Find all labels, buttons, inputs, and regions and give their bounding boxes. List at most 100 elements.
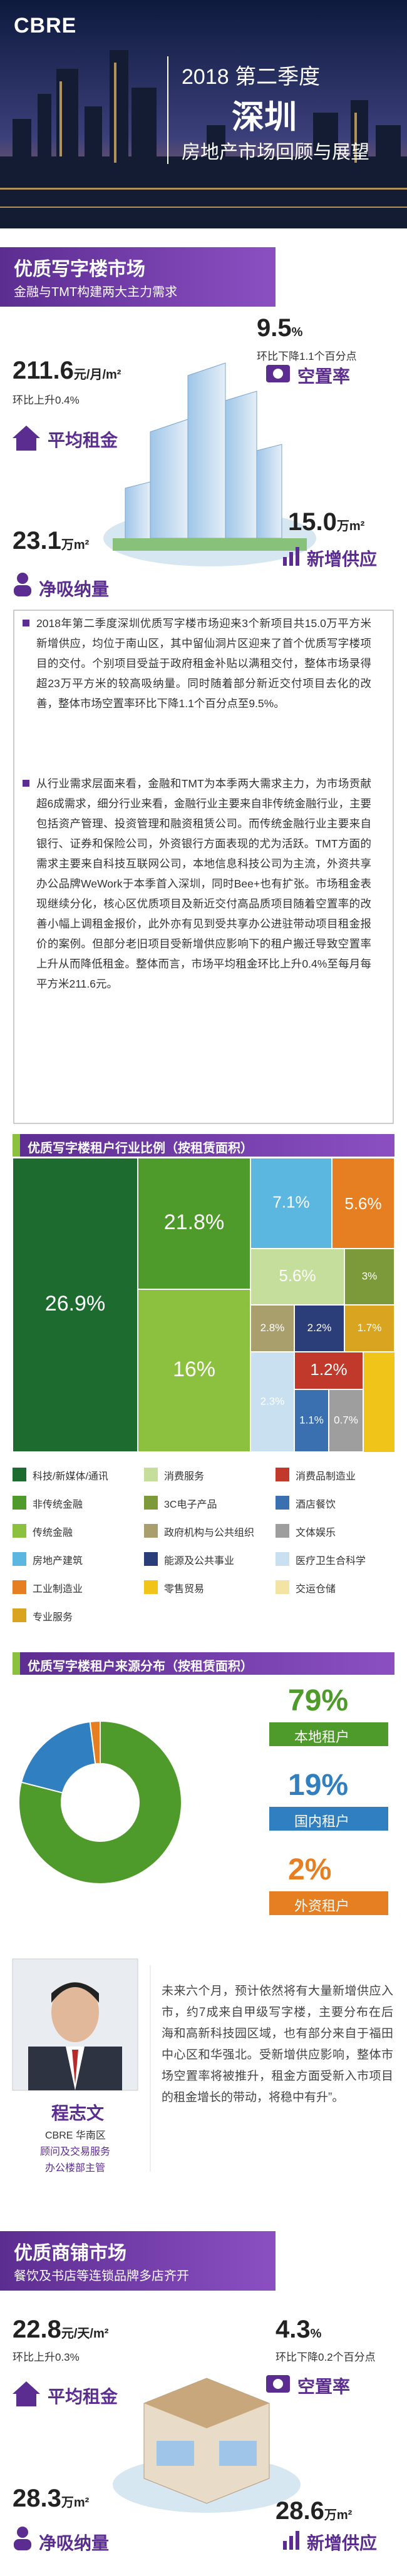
section-title: 优质写字楼市场 [14, 259, 145, 280]
legend-swatch [276, 1552, 289, 1566]
kpi-label: 净吸纳量 [39, 580, 110, 599]
treemap-cell [12, 1157, 138, 1453]
person-role: 顾问及交易服务 [40, 2147, 111, 2157]
legend-label: 交运仓储 [296, 1584, 336, 1595]
legend-label: 医疗卫生合科学 [296, 1556, 366, 1567]
legend-swatch [144, 1524, 158, 1538]
kpi-unit: % [310, 2327, 322, 2341]
kpi-unit: 万m² [61, 538, 90, 552]
legend-swatch [276, 1496, 289, 1510]
source-label: 外资租户 [294, 1898, 350, 1914]
legend-swatch [13, 1496, 26, 1510]
kpi-value: 28.6 [276, 2497, 324, 2525]
treemap-cell [344, 1304, 395, 1352]
kpi: 211.6元/月/m² [13, 357, 121, 385]
section-bar [0, 2231, 276, 2291]
title-accent [13, 1652, 20, 1675]
treemap-cell [344, 1248, 395, 1306]
source-label: 国内租户 [294, 1814, 350, 1829]
kpi: 28.3万m² [13, 2485, 89, 2513]
kpi-label: 空置率 [297, 367, 351, 386]
kpi: 15.0万m² [288, 508, 364, 536]
legend-swatch [144, 1496, 158, 1510]
legend-swatch [276, 1580, 289, 1594]
chart-title-bar [13, 1652, 394, 1675]
person-name: 程志文 [51, 2103, 105, 2123]
kpi-unit: 元/月/m² [73, 368, 121, 382]
legend-label: 工业制造业 [33, 1584, 83, 1595]
treemap-cell [137, 1289, 251, 1453]
kpi-unit: 万m² [324, 2508, 353, 2522]
kpi: 4.3% [276, 2316, 321, 2344]
legend-label: 非传统金融 [33, 1500, 83, 1510]
treemap-label: 2.3% [260, 1395, 285, 1407]
legend-swatch [13, 1552, 26, 1566]
legend-swatch [276, 1524, 289, 1538]
kpi-value: 4.3 [276, 2316, 311, 2343]
paragraph: 2018年第二季度深圳优质写字楼市场迎来3个新项目共15.0万平方米新增供应，均… [36, 617, 371, 710]
legend-swatch [13, 1468, 26, 1481]
legend-swatch [13, 1608, 26, 1622]
treemap-label: 1.1% [299, 1414, 324, 1426]
person-org: CBRE 华南区 [45, 2130, 106, 2141]
treemap-filler [363, 1352, 394, 1452]
period: 2018 第二季度 [182, 65, 321, 89]
kpi-value: 211.6 [13, 357, 74, 384]
legend-label: 科技/新媒体/通讯 [33, 1471, 108, 1482]
title-accent [13, 1134, 20, 1157]
chart-title-bar [13, 1134, 394, 1157]
kpi-unit: 万m² [336, 519, 365, 533]
chart-title: 优质写字楼租户行业比例（按租赁面积） [28, 1142, 253, 1155]
legend-label: 消费服务 [164, 1471, 205, 1482]
legend-swatch [13, 1524, 26, 1538]
legend-label: 3C电子产品 [164, 1500, 217, 1510]
legend-swatch [144, 1552, 158, 1566]
treemap-label: 1.7% [358, 1322, 382, 1334]
kpi-value: 22.8 [13, 2316, 61, 2343]
kpi-label: 空置率 [297, 2377, 351, 2396]
treemap-label: 3% [362, 1270, 378, 1282]
kpi: 9.5% [257, 314, 302, 342]
kpi-label: 平均租金 [48, 431, 118, 450]
legend-label: 酒店餐饮 [296, 1500, 336, 1510]
legend-label: 传统金融 [33, 1528, 73, 1538]
donut-slice [18, 1720, 182, 1884]
kpi-value: 15.0 [288, 508, 337, 536]
treemap-label: 21.8% [164, 1210, 224, 1234]
section-subtitle: 金融与TMT构建两大主力需求 [14, 285, 178, 299]
retail-illustration [113, 2378, 301, 2513]
kpi: 22.8元/天/m² [13, 2316, 108, 2344]
kpi-change: 环比下降0.2个百分点 [276, 2351, 376, 2363]
quote-text: 未来六个月，预计依然将有大量新增供应入市，约7成来自甲级写字楼，主要分布在后海和… [162, 1985, 393, 2104]
source-label-box [269, 1807, 388, 1831]
treemap-label: 26.9% [45, 1292, 105, 1316]
portrait [12, 1958, 138, 2091]
kpi-unit: 元/天/m² [61, 2327, 109, 2341]
city: 深圳 [232, 100, 297, 136]
source-label: 本地租户 [294, 1729, 350, 1745]
kpi: 28.6万m² [276, 2497, 352, 2525]
treemap-cell [294, 1351, 364, 1390]
section-subtitle: 餐饮及书店等连锁品牌多店齐开 [14, 2269, 189, 2283]
kpi-change: 环比上升0.3% [13, 2351, 80, 2363]
bullet [23, 780, 29, 787]
kpi: 23.1万m² [13, 527, 89, 555]
legend-label: 零售贸易 [164, 1584, 205, 1595]
section-title: 优质商铺市场 [14, 2243, 126, 2264]
chart-title: 优质写字楼租户来源分布（按租赁面积） [28, 1660, 253, 1674]
legend-label: 政府机构与公共组织 [164, 1528, 255, 1538]
kpi-label: 新增供应 [307, 2533, 378, 2553]
treemap-label: 5.6% [344, 1194, 381, 1213]
city-lights [0, 63, 407, 208]
legend-swatch [144, 1468, 158, 1481]
text-box [13, 610, 394, 1124]
donut-slice [89, 1720, 101, 1765]
kpi-change: 环比下降1.1个百分点 [257, 350, 357, 362]
source-percent: 79% [288, 1684, 349, 1717]
treemap-cell [250, 1351, 295, 1453]
building-illustration [103, 362, 316, 566]
icons [13, 365, 299, 596]
treemap-label: 2.2% [307, 1322, 332, 1334]
